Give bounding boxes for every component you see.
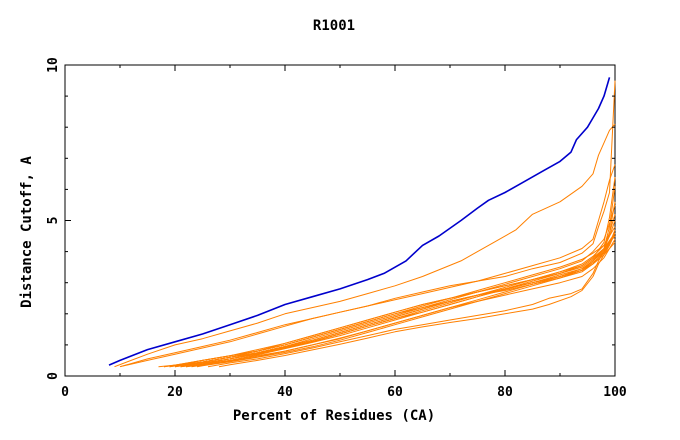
series-line <box>174 220 616 368</box>
series-line <box>185 235 616 368</box>
x-tick-label: 100 <box>603 385 627 400</box>
x-tick-label: 40 <box>277 385 293 400</box>
series-line <box>180 238 616 368</box>
y-axis-label: Distance Cutoff, A <box>19 156 35 308</box>
series-line-highlight <box>108 77 611 366</box>
series-line <box>218 241 616 368</box>
x-axis-label: Percent of Residues (CA) <box>233 408 435 424</box>
x-tick-label: 0 <box>61 385 69 400</box>
y-tick-label: 5 <box>46 217 61 225</box>
series-line <box>114 123 616 368</box>
series-line <box>163 201 616 368</box>
y-tick-label: 0 <box>46 372 61 380</box>
x-tick-label: 20 <box>167 385 183 400</box>
series-line <box>185 232 616 368</box>
series-line <box>191 229 616 368</box>
series-line <box>207 235 616 368</box>
series-layer <box>108 77 616 368</box>
x-tick-label: 60 <box>387 385 403 400</box>
series-line <box>119 80 616 368</box>
series-line <box>119 164 616 368</box>
series-line <box>169 214 616 368</box>
y-tick-label: 10 <box>46 57 61 73</box>
ticks-layer: 0 20 40 60 80 100 0 5 10 <box>46 57 627 400</box>
chart-title: R1001 <box>313 18 355 34</box>
series-line <box>180 232 616 368</box>
series-line <box>174 226 616 368</box>
series-line <box>196 235 616 368</box>
x-tick-label: 80 <box>497 385 513 400</box>
